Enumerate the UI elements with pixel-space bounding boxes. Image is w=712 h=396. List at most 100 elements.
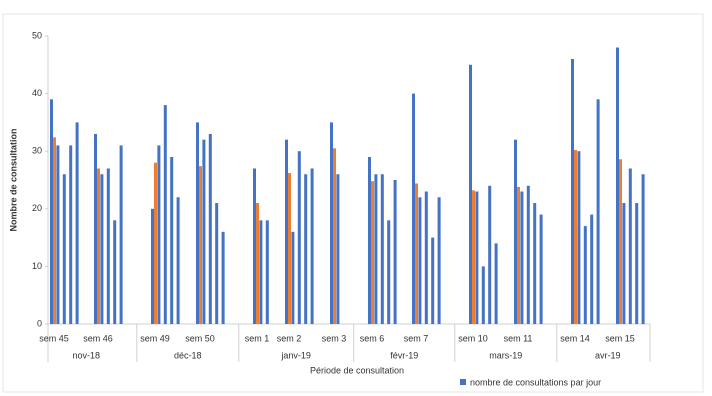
week-label: sem 11 [504,333,533,343]
bar [304,174,308,324]
bar [62,174,66,324]
bar [635,203,639,324]
month-label: mars-19 [489,350,522,360]
bar [520,191,524,324]
week-label: sem 50 [185,333,215,343]
bar [418,197,422,324]
month-label: janv-19 [280,350,311,360]
week-label: sem 14 [560,333,590,343]
bar [571,59,574,324]
bar [310,168,314,324]
y-tick-label: 30 [32,146,42,156]
bar [533,203,537,324]
bar [163,105,167,325]
bar [583,226,587,324]
week-label: sem 3 [322,333,347,343]
bar [154,162,157,324]
chart-frame [2,13,704,393]
bar [208,133,212,324]
bar [431,237,435,324]
month-label: avr-19 [595,350,621,360]
bar [437,197,441,324]
bar [50,99,53,324]
bar [628,168,632,324]
bar [371,181,374,324]
bar [285,139,288,324]
bar [69,145,73,324]
bar [387,220,391,324]
bar [176,197,180,324]
week-label: sem 15 [605,333,635,343]
month-label: nov-18 [73,350,101,360]
bar [619,159,622,324]
bar [469,64,472,325]
bar [596,99,600,324]
bar [539,214,543,324]
bar [481,266,485,324]
bar [253,168,256,324]
bar [616,47,619,325]
bar [106,168,110,324]
bar [368,156,371,324]
bar [53,137,56,324]
y-tick-label: 50 [32,30,42,40]
bar [259,220,263,324]
bar [288,173,291,324]
bar [196,122,199,325]
bar [221,231,225,324]
y-tick-label: 10 [32,261,42,271]
bar [56,145,60,324]
bar [488,185,492,324]
bar [113,220,117,324]
bar [517,186,520,324]
bar [119,145,123,324]
bar [412,93,415,324]
week-label: sem 49 [140,333,170,343]
bar [393,180,397,324]
bar [374,174,378,324]
bar [475,191,479,324]
week-label: sem 7 [404,333,429,343]
bar [297,151,301,324]
bar [215,203,219,324]
bar [494,243,498,324]
bar [199,166,202,324]
bar [94,133,97,324]
bar [291,231,295,324]
legend-swatch [460,379,466,385]
bar [157,145,161,324]
x-axis-title: Période de consultation [310,365,404,375]
week-label: sem 1 [245,333,270,343]
week-label: sem 6 [360,333,385,343]
bar [577,151,581,324]
bar [265,220,269,324]
bar [380,174,384,324]
y-tick-label: 20 [32,203,42,213]
bar [590,214,594,324]
bar [97,168,100,324]
bar [100,174,104,324]
bar [256,203,259,324]
bar [415,183,418,324]
month-label: févr-19 [390,350,418,360]
bar [641,174,645,324]
week-label: sem 45 [39,333,69,343]
bar [574,150,577,324]
bar [333,148,336,324]
month-label: déc-18 [174,350,202,360]
y-axis-title: Nombre de consultation [8,128,18,231]
bar [514,139,517,324]
y-tick-label: 0 [37,318,42,328]
bar [75,122,79,325]
bar [151,208,154,324]
bar [330,122,333,325]
bar [170,156,174,324]
bar [424,191,428,324]
bar [202,139,206,324]
legend-label: nombre de consultations par jour [470,377,601,387]
week-label: sem 2 [277,333,302,343]
bar [622,203,626,324]
y-tick-label: 40 [32,88,42,98]
week-label: sem 10 [458,333,488,343]
